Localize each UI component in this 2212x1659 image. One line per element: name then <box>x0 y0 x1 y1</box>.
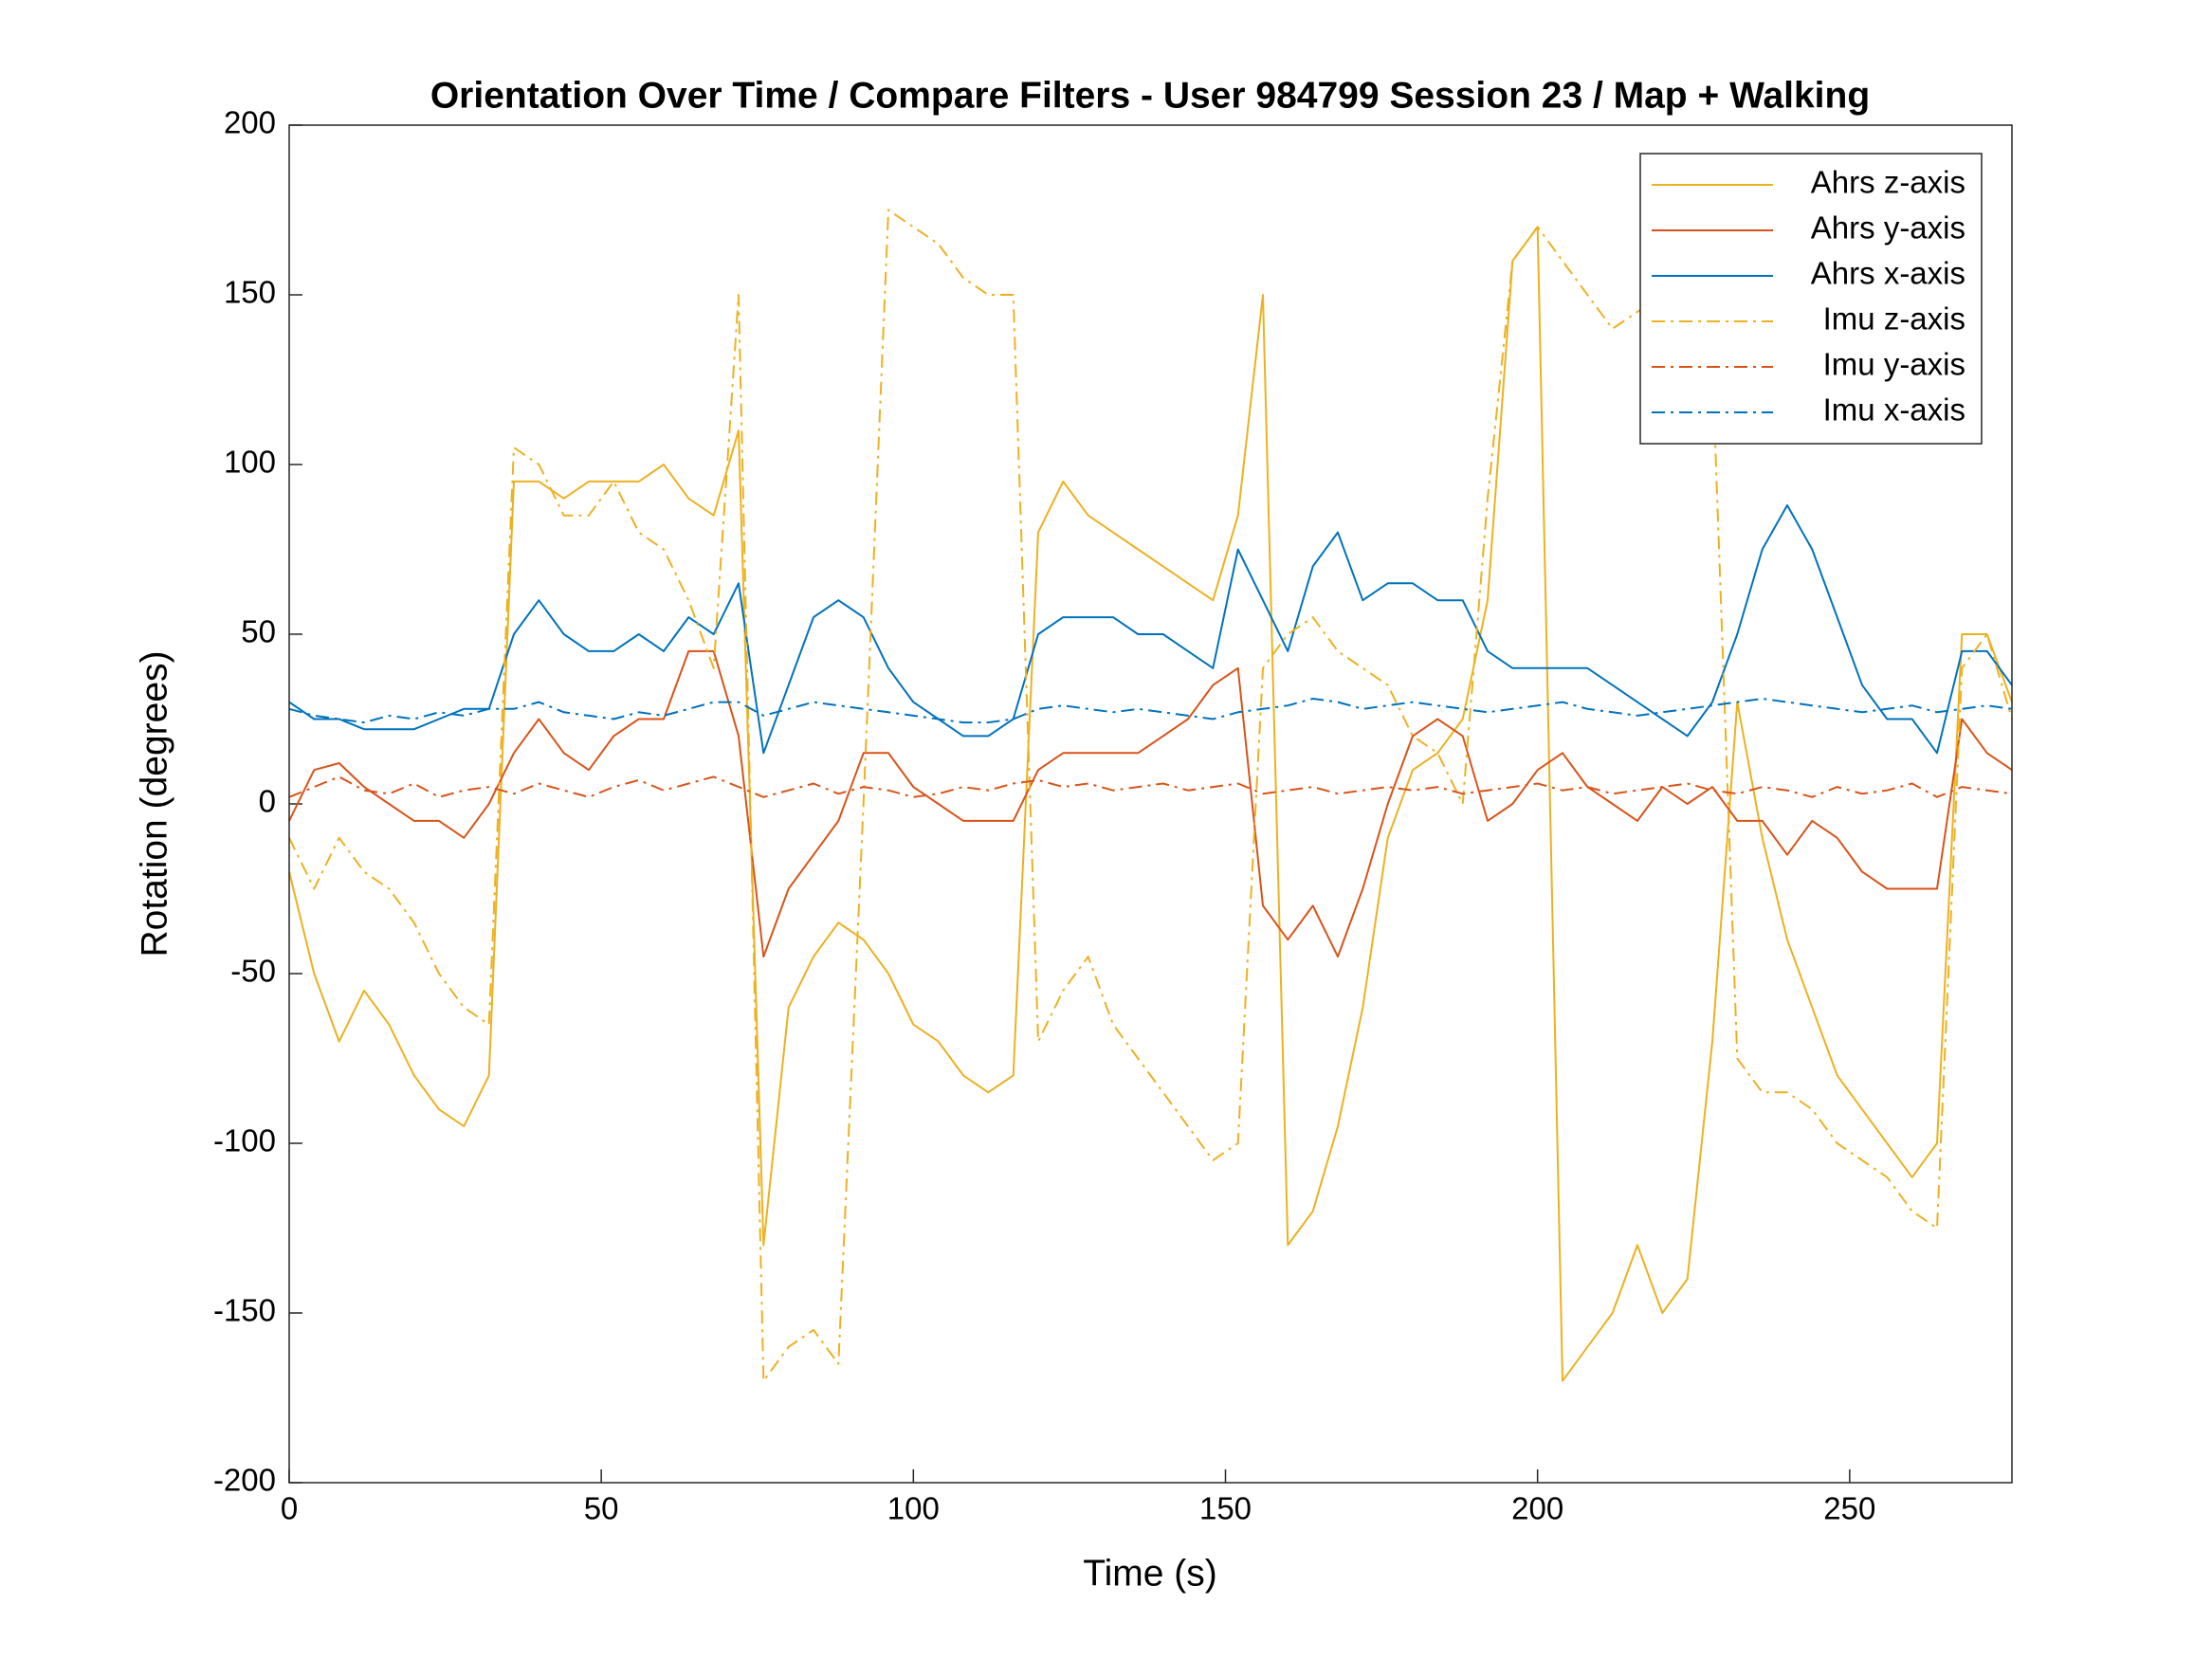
y-tick-label: -150 <box>213 1293 276 1328</box>
series-line <box>288 209 2013 1382</box>
x-tick-label: 150 <box>1199 1491 1252 1526</box>
x-tick-label: 0 <box>281 1491 298 1526</box>
x-axis-label: Time (s) <box>1083 1553 1217 1594</box>
y-tick-label: -200 <box>213 1463 276 1498</box>
x-tick-label: 200 <box>1511 1491 1563 1526</box>
legend-label: Imu x-axis <box>1823 392 1965 428</box>
y-tick-label: 150 <box>224 275 276 310</box>
chart-title: Orientation Over Time / Compare Filters … <box>430 75 1870 116</box>
y-tick-label: 0 <box>259 784 276 819</box>
y-tick-label: 200 <box>224 105 276 140</box>
x-tick-label: 100 <box>887 1491 940 1526</box>
legend-label: Ahrs y-axis <box>1811 210 1965 246</box>
legend-label: Ahrs x-axis <box>1811 256 1965 291</box>
series-line <box>288 775 2013 798</box>
legend-box <box>1639 153 1983 445</box>
series-line <box>288 226 2013 1382</box>
legend-label: Imu y-axis <box>1823 347 1965 382</box>
y-tick-label: 100 <box>224 445 276 480</box>
legend-label: Ahrs z-axis <box>1811 165 1965 200</box>
series-line <box>288 504 2013 755</box>
y-tick-label: -50 <box>230 954 276 989</box>
x-tick-label: 250 <box>1823 1491 1875 1526</box>
legend-label: Imu z-axis <box>1823 301 1965 337</box>
y-tick-label: 50 <box>241 614 276 649</box>
y-axis-label: Rotation (degrees) <box>134 650 174 957</box>
series-line <box>288 649 2013 958</box>
axes-box <box>288 124 2013 1484</box>
y-tick-label: -100 <box>213 1123 276 1158</box>
x-tick-label: 50 <box>584 1491 619 1526</box>
series-line <box>288 698 2013 724</box>
